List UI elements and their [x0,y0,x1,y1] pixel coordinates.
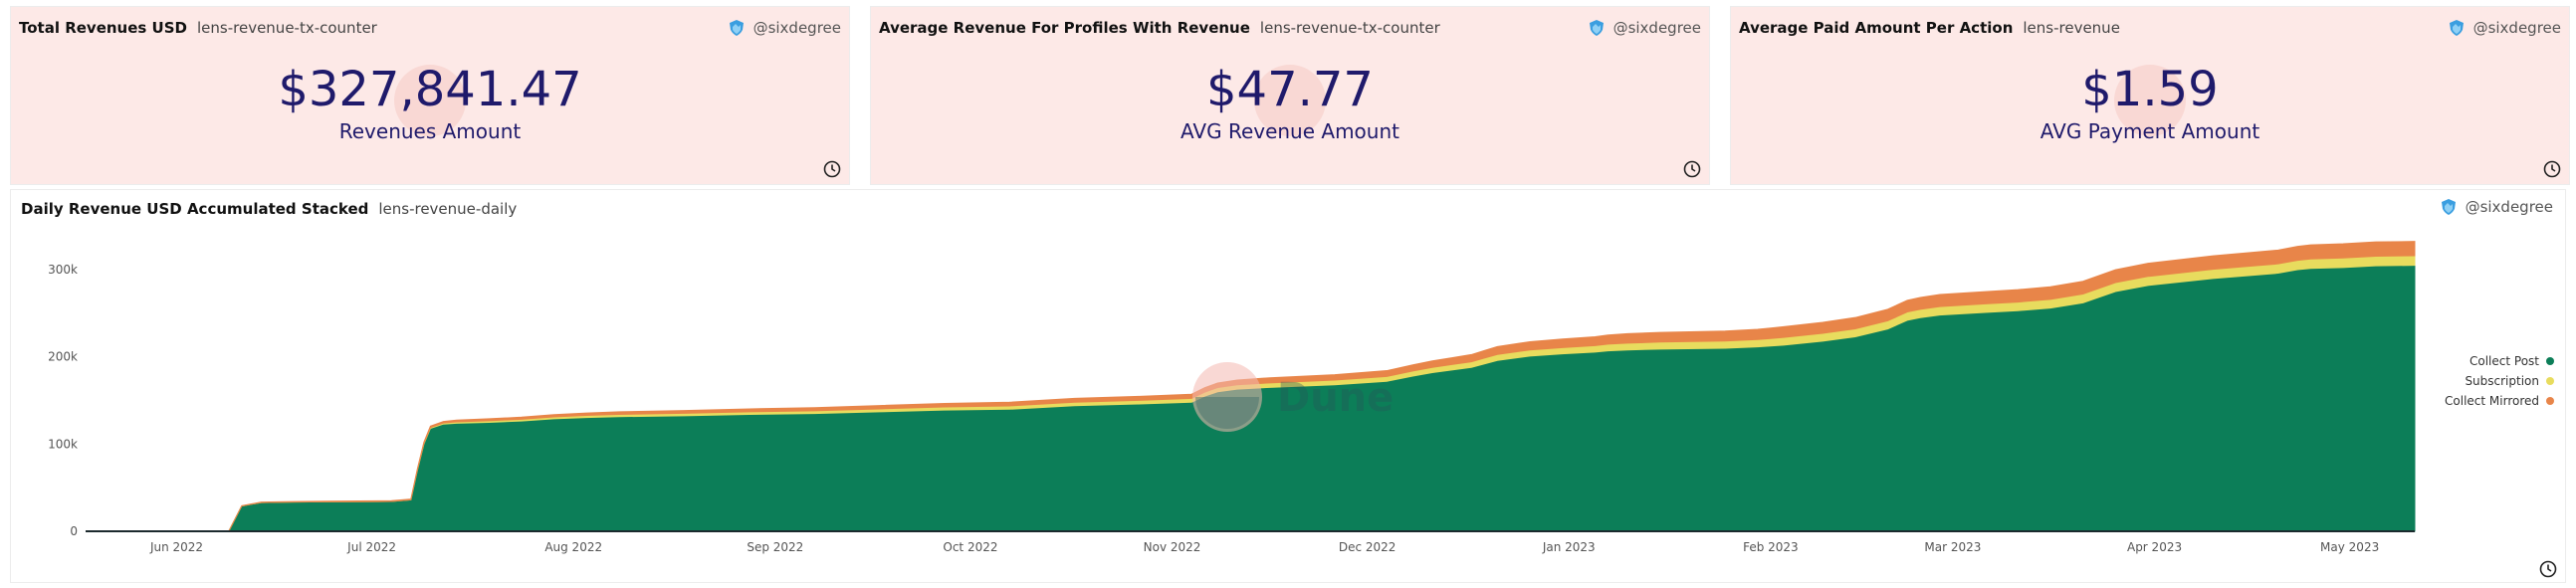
counter-value: $47.77 [1206,62,1374,117]
dune-watermark-half [1195,397,1259,429]
clock-icon[interactable] [1683,160,1701,178]
x-tick-label: May 2023 [2320,540,2379,554]
x-tick-label: Dec 2022 [1339,540,1396,554]
counter-card-total-revenues[interactable]: Total Revenues USD lens-revenue-tx-counte… [10,6,850,185]
counter-card-avg-revenue[interactable]: Average Revenue For Profiles With Revenu… [870,6,1710,185]
shield-icon [2441,199,2456,215]
y-tick-label: 100k [48,437,78,451]
x-tick-label: Mar 2023 [1924,540,1981,554]
clock-icon[interactable] [2539,560,2557,578]
y-tick-label: 200k [48,350,78,364]
x-tick-label: Nov 2022 [1144,540,1201,554]
counter-label: AVG Revenue Amount [1181,119,1399,143]
y-tick-label: 0 [70,524,78,538]
card-title: Daily Revenue USD Accumulated Stacked len… [21,200,517,218]
legend-label: Collect Post [2469,354,2539,368]
x-tick-label: Feb 2023 [1743,540,1799,554]
card-title-text: Average Paid Amount Per Action [1739,19,2014,37]
x-tick-label: Jan 2023 [1542,540,1596,554]
card-title-text: Daily Revenue USD Accumulated Stacked [21,200,369,218]
dune-watermark-icon [2114,65,2186,136]
clock-icon[interactable] [823,160,841,178]
x-tick-label: Apr 2023 [2127,540,2182,554]
legend-marker [2546,377,2554,385]
counter-label: AVG Payment Amount [2039,119,2260,143]
counter-label: Revenues Amount [338,119,522,143]
owner-link[interactable]: @sixdegree [2448,19,2561,37]
dune-watermark-icon [1192,362,1262,432]
x-tick-label: Jun 2022 [149,540,203,554]
x-tick-label: Sep 2022 [747,540,803,554]
dune-watermark-icon [394,65,466,136]
y-tick-label: 300k [48,263,78,277]
counter-value: $1.59 [2081,62,2219,117]
legend-marker [2546,357,2554,365]
card-title: Total Revenues USD lens-revenue-tx-counte… [19,19,377,37]
stacked-area-chart[interactable]: 0 100k 200k 300k Jun 2022 Jul 2022 Aug 2022 Sep… [11,190,2567,584]
owner-name: @sixdegree [752,19,841,37]
owner-link[interactable]: @sixdegree [728,19,841,37]
owner-link[interactable]: @sixdegree [2440,198,2553,216]
dune-watermark-icon [1254,65,1326,136]
query-name[interactable]: lens-revenue-tx-counter [197,19,377,37]
legend-label: Collect Mirrored [2445,394,2539,408]
area-series-collect-mirrored [86,241,2416,532]
owner-name: @sixdegree [2472,19,2561,37]
card-title-text: Average Revenue For Profiles With Revenu… [879,19,1250,37]
shield-icon [1589,20,1604,36]
clock-icon[interactable] [2543,160,2561,178]
shield-icon [2449,20,2464,36]
x-tick-label: Aug 2022 [544,540,602,554]
shield-icon [729,20,744,36]
x-tick-label: Jul 2022 [346,540,396,554]
legend-marker [2546,397,2554,405]
x-tick-label: Oct 2022 [943,540,997,554]
dune-watermark-text: Dune [1277,375,1394,421]
card-title: Average Paid Amount Per Action lens-reven… [1739,19,2120,37]
legend-label: Subscription [2465,374,2539,388]
query-name[interactable]: lens-revenue-tx-counter [1259,19,1440,37]
query-name[interactable]: lens-revenue [2023,19,2120,37]
owner-name: @sixdegree [2465,198,2553,216]
query-name[interactable]: lens-revenue-daily [378,200,518,218]
chart-card-daily-revenue[interactable]: Daily Revenue USD Accumulated Stacked len… [10,189,2566,583]
owner-name: @sixdegree [1612,19,1701,37]
owner-link[interactable]: @sixdegree [1588,19,1701,37]
card-title-text: Total Revenues USD [19,19,187,37]
counter-value: $327,841.47 [278,62,582,117]
card-title: Average Revenue For Profiles With Revenu… [879,19,1440,37]
counter-card-avg-paid[interactable]: Average Paid Amount Per Action lens-reven… [1730,6,2570,185]
